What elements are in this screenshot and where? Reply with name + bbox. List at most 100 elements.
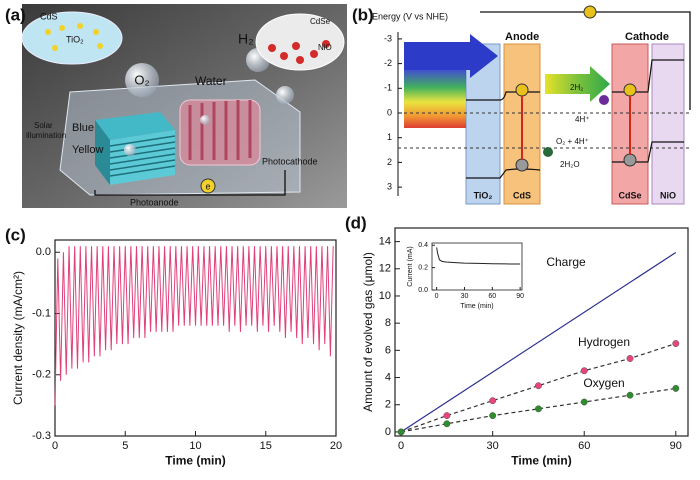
h2-label: 2H₂: [570, 83, 583, 92]
x-axis-title: Time (min): [165, 453, 225, 467]
data-point: [443, 412, 451, 420]
hole: [623, 153, 637, 167]
catalyst: [543, 147, 553, 157]
cdse-dots: [268, 40, 330, 64]
hole: [515, 158, 529, 172]
x-tick-label: 15: [260, 440, 272, 452]
x-tick-label: 90: [516, 293, 524, 300]
label-solar: Solar: [34, 121, 53, 130]
cds-dot: [52, 45, 58, 51]
x-tick-label: 0: [435, 293, 439, 300]
x-axis-title: Time (min): [460, 303, 493, 310]
photoanode-stack: [95, 112, 176, 185]
electron: [583, 5, 597, 19]
cdse-dot: [268, 44, 276, 52]
cds-dots: [45, 23, 103, 51]
cds-dot: [77, 23, 83, 29]
x-tick-label: 30: [487, 440, 499, 452]
energy-tick-label: 0: [387, 107, 392, 117]
x-tick-label: 0: [52, 440, 58, 452]
anode-inset: [21, 11, 123, 65]
label-blue: Blue: [72, 122, 94, 134]
label-photoanode: Photoanode: [130, 197, 179, 207]
cds-dot: [93, 29, 99, 35]
cds-dot: [97, 43, 103, 49]
label-h2: H₂: [238, 31, 254, 47]
y-tick-label: -0.3: [32, 430, 51, 442]
series-label: Oxygen: [583, 376, 624, 390]
bubble: [124, 144, 136, 156]
series-line: [436, 247, 521, 265]
series-line: [400, 251, 677, 433]
anode-side: [95, 120, 110, 185]
panel-label: (a): [5, 5, 26, 24]
h2-bubble: [276, 86, 294, 104]
data-point: [489, 397, 497, 405]
energy-tick-label: -1: [384, 83, 392, 93]
cdse-dot: [280, 52, 288, 60]
label-cdse: CdSe: [310, 17, 331, 26]
cdse-dot: [296, 56, 304, 64]
panel-a: (a) CdS TiO₂ O₂ H₂ Water CdSe NiO Solar …: [5, 4, 347, 208]
y-tick-label: 14: [379, 236, 391, 248]
y-axis-title: Current density (mA/cm²): [11, 271, 25, 405]
cathode-label: Cathode: [625, 31, 669, 43]
data-point: [580, 367, 588, 375]
data-point: [443, 420, 451, 428]
energy-tick-label: 2: [387, 157, 392, 167]
y-axis-title: Current (mA): [407, 246, 414, 286]
energy-tick-label: 3: [387, 181, 392, 191]
catalyst: [599, 95, 609, 105]
y-tick-label: 6: [385, 344, 391, 356]
label-yellow: Yellow: [72, 144, 103, 156]
label-water: Water: [195, 74, 227, 88]
energy-tick-label: -2: [384, 58, 392, 68]
data-point: [672, 384, 680, 392]
electron: [623, 83, 637, 97]
x-tick-label: 90: [670, 440, 682, 452]
y-tick-label: 0.0: [418, 287, 428, 294]
cdse-dot: [292, 42, 300, 50]
data-point: [626, 391, 634, 399]
panel-label: (b): [352, 5, 374, 24]
bubble: [200, 115, 210, 125]
cds-dot: [59, 25, 65, 31]
circuit-wire: [94, 170, 286, 196]
y-tick-label: 4: [385, 371, 391, 383]
cathode-inset: [255, 13, 345, 71]
anode-layers: [109, 135, 176, 177]
label-nio: NiO: [318, 43, 332, 52]
transmitted-light-arrow: [545, 66, 610, 102]
label-cds: CdS: [40, 11, 58, 21]
material-label: NiO: [660, 190, 676, 200]
photocathode-stack: [179, 99, 261, 166]
external-wire: [480, 11, 691, 110]
y-tick-label: 2: [385, 399, 391, 411]
y-tick-label: 0.0: [36, 246, 51, 258]
energy-tick-label: 1: [387, 132, 392, 142]
label-o2: O₂: [134, 72, 149, 87]
y-tick-label: 8: [385, 317, 391, 329]
electron: [515, 83, 529, 97]
y-tick-label: 12: [379, 263, 391, 275]
data-point: [580, 398, 588, 406]
material-label: CdSe: [618, 190, 641, 200]
electron: [200, 178, 216, 194]
water-label: 2H₂O: [560, 160, 580, 169]
plot-frame: [394, 227, 689, 437]
data-point: [534, 405, 542, 413]
label-tio2: TiO₂: [66, 34, 84, 44]
x-tick-label: 60: [488, 293, 496, 300]
cdse-dot: [322, 40, 330, 48]
panel-label: (d): [345, 213, 367, 232]
cdse-dot: [310, 50, 318, 58]
h-plus-label: 4H⁺: [575, 115, 589, 124]
light-spectrum: [404, 70, 466, 128]
cathode-block: [179, 99, 261, 166]
series-label: Hydrogen: [578, 335, 630, 349]
y-tick-label: -0.2: [32, 369, 51, 381]
label-solar: illumination: [26, 131, 66, 140]
